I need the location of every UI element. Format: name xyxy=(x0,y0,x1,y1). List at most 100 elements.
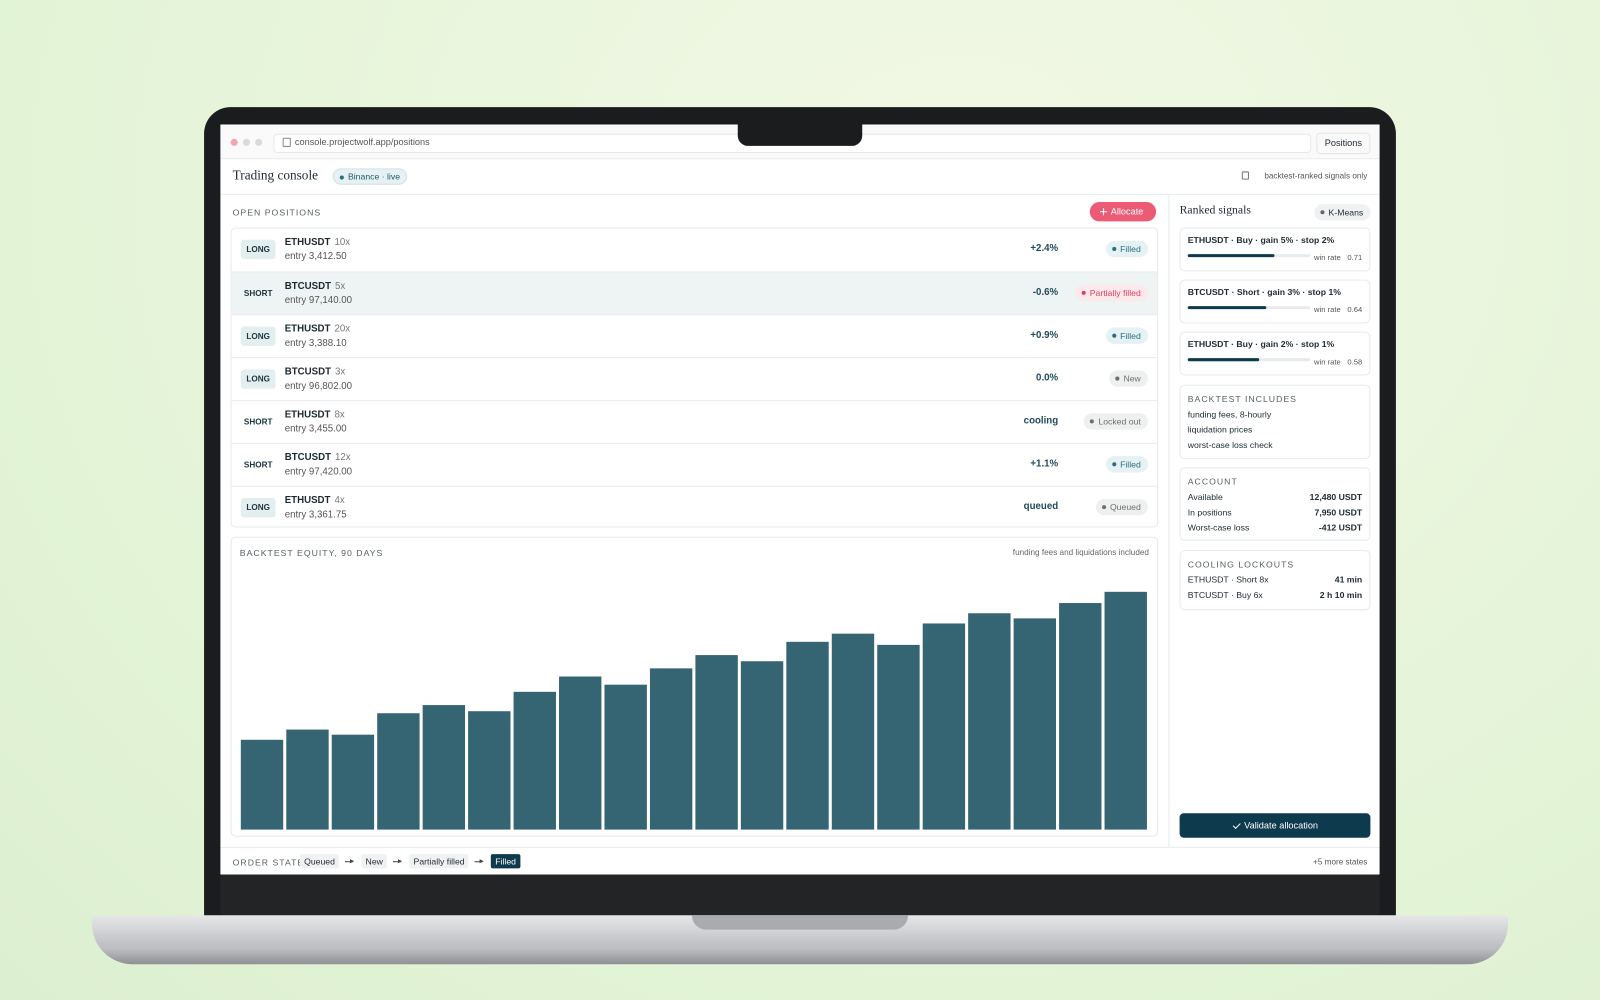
bar xyxy=(740,661,784,830)
bar xyxy=(513,691,556,830)
bar xyxy=(649,668,693,830)
win-rate: 0.64 xyxy=(1347,305,1363,315)
arrow-shaft xyxy=(345,861,354,863)
order-state-label: ORDER STATE xyxy=(232,857,305,868)
lock-icon xyxy=(1241,171,1249,180)
entry-price: entry 3,412.50 xyxy=(284,251,347,263)
bar xyxy=(1013,618,1057,830)
status-dot xyxy=(1111,333,1116,338)
win-rate: 0.58 xyxy=(1347,357,1363,367)
badge-dot xyxy=(339,175,344,180)
bar xyxy=(286,729,329,830)
position-row[interactable]: LONG ETHUSDT 20x entry 3,388.10 +0.9% Filled xyxy=(231,314,1158,358)
bar xyxy=(468,711,511,830)
arrow-shaft xyxy=(474,861,483,863)
status-dot xyxy=(1111,246,1116,252)
signal-card[interactable]: ETHUSDT · Buy · gain 5% · stop 2% 0.71 win… xyxy=(1179,227,1371,272)
bar xyxy=(1104,591,1147,830)
status-dot xyxy=(1111,462,1116,467)
status-pill: Queued xyxy=(1095,498,1148,516)
position-row[interactable]: LONG ETHUSDT 4x entry 3,361.75 queued Queued xyxy=(231,485,1158,527)
signal-card[interactable]: BTCUSDT · Short · gain 3% · stop 1% 0.64 w… xyxy=(1179,279,1371,324)
side-tag: SHORT xyxy=(243,417,273,427)
header-note: backtest-ranked signals only xyxy=(1264,171,1368,181)
entry-price: entry 97,140.00 xyxy=(284,294,353,307)
row-label: Worst-case loss xyxy=(1187,522,1250,533)
lockouts-card: COOLING LOCKOUTS ETHUSDT · Short 8x 41 min… xyxy=(1179,549,1371,611)
card-title: ACCOUNT xyxy=(1187,476,1238,487)
symbol: BTCUSDT xyxy=(284,280,332,292)
chart-title: BACKTEST EQUITY, 90 DAYS xyxy=(239,547,384,559)
window-dot xyxy=(230,138,238,146)
symbol: BTCUSDT xyxy=(284,452,332,464)
bar xyxy=(968,613,1011,830)
status-dot xyxy=(1115,376,1120,381)
pnl: queued xyxy=(1023,501,1059,513)
section-label: OPEN POSITIONS xyxy=(232,207,322,218)
row-label: ETHUSDT · Short 8x xyxy=(1187,574,1269,585)
backtest-card: BACKTEST INCLUDES funding fees, 8-hourly l… xyxy=(1179,384,1371,460)
state-chip: Queued xyxy=(299,854,340,869)
footer xyxy=(220,846,1380,875)
account-card: ACCOUNT Available 12,480 USDT In positions 7… xyxy=(1179,467,1371,541)
arrow-shaft xyxy=(393,861,402,863)
position-row[interactable]: SHORT BTCUSDT 5x entry 97,140.00 -0.6% Partia… xyxy=(231,271,1158,315)
entry-price: entry 97,420.00 xyxy=(284,466,353,478)
position-row[interactable]: LONG BTCUSDT 3x entry 96,802.00 0.0% New xyxy=(231,357,1158,400)
row-value: 2 h 10 min xyxy=(1319,589,1363,600)
arrow-head xyxy=(479,859,485,864)
panel-title: Ranked signals xyxy=(1179,204,1251,217)
screen: console.projectwolf.app/positions Positio… xyxy=(220,124,1380,875)
leverage: 8x xyxy=(334,409,345,421)
bar xyxy=(377,713,420,830)
side-tag: LONG xyxy=(240,497,276,518)
win-rate-label: win rate xyxy=(1314,253,1341,263)
side-panel: Ranked signals K-Means ETHUSDT · Buy · gai… xyxy=(1168,193,1379,847)
status-pill: Partially filled xyxy=(1075,284,1148,302)
status-dot xyxy=(1101,505,1106,510)
bar xyxy=(331,734,375,830)
win-rate: 0.71 xyxy=(1347,253,1363,263)
equity-card: BACKTEST EQUITY, 90 DAYS funding fees and… xyxy=(230,536,1159,837)
bar xyxy=(922,623,966,830)
allocate-button[interactable]: Allocate xyxy=(1089,202,1157,222)
entry-price: entry 3,361.75 xyxy=(284,509,347,521)
side-tag: LONG xyxy=(240,369,276,389)
laptop-chin xyxy=(220,874,1380,916)
win-rate-bar xyxy=(1187,358,1259,362)
bar xyxy=(604,684,647,830)
position-row[interactable]: LONG ETHUSDT 10x entry 3,412.50 +2.4% Filled xyxy=(231,228,1158,271)
badge-dot xyxy=(1320,210,1325,215)
symbol: ETHUSDT xyxy=(284,236,331,248)
signal-text: ETHUSDT · Buy · gain 2% · stop 1% xyxy=(1187,338,1335,349)
pnl: +0.9% xyxy=(1030,329,1059,341)
position-row[interactable]: SHORT BTCUSDT 12x entry 97,420.00 +1.1% Fille… xyxy=(231,442,1158,486)
leverage: 5x xyxy=(335,280,346,292)
state-chip: New xyxy=(361,854,388,869)
validate-button[interactable]: Validate allocation xyxy=(1179,813,1371,838)
signal-card[interactable]: ETHUSDT · Buy · gain 2% · stop 1% 0.58 win… xyxy=(1179,331,1371,376)
tab-button[interactable]: Positions xyxy=(1316,132,1371,155)
backtest-item: worst-case loss check xyxy=(1187,439,1273,450)
card-title: BACKTEST INCLUDES xyxy=(1187,393,1297,405)
signal-text: ETHUSDT · Buy · gain 5% · stop 2% xyxy=(1187,234,1335,245)
side-tag: SHORT xyxy=(243,460,273,470)
entry-price: entry 3,455.00 xyxy=(284,423,347,435)
check-icon xyxy=(1232,821,1241,829)
plus-v xyxy=(1103,208,1105,216)
bar xyxy=(695,655,738,830)
backtest-item: liquidation prices xyxy=(1187,424,1253,435)
row-label: BTCUSDT · Buy 6x xyxy=(1187,589,1263,600)
status-pill: Locked out xyxy=(1084,413,1148,430)
status-pill: New xyxy=(1109,370,1148,387)
position-row[interactable]: SHORT ETHUSDT 8x entry 3,455.00 cooling Locke… xyxy=(231,399,1158,443)
window-dot xyxy=(242,138,250,146)
leverage: 4x xyxy=(334,494,345,507)
bar xyxy=(786,641,829,830)
leverage: 3x xyxy=(335,366,346,378)
pnl: cooling xyxy=(1023,415,1059,427)
side-tag: LONG xyxy=(240,239,276,260)
win-rate-bar xyxy=(1187,254,1275,258)
status-dot xyxy=(1081,290,1086,295)
